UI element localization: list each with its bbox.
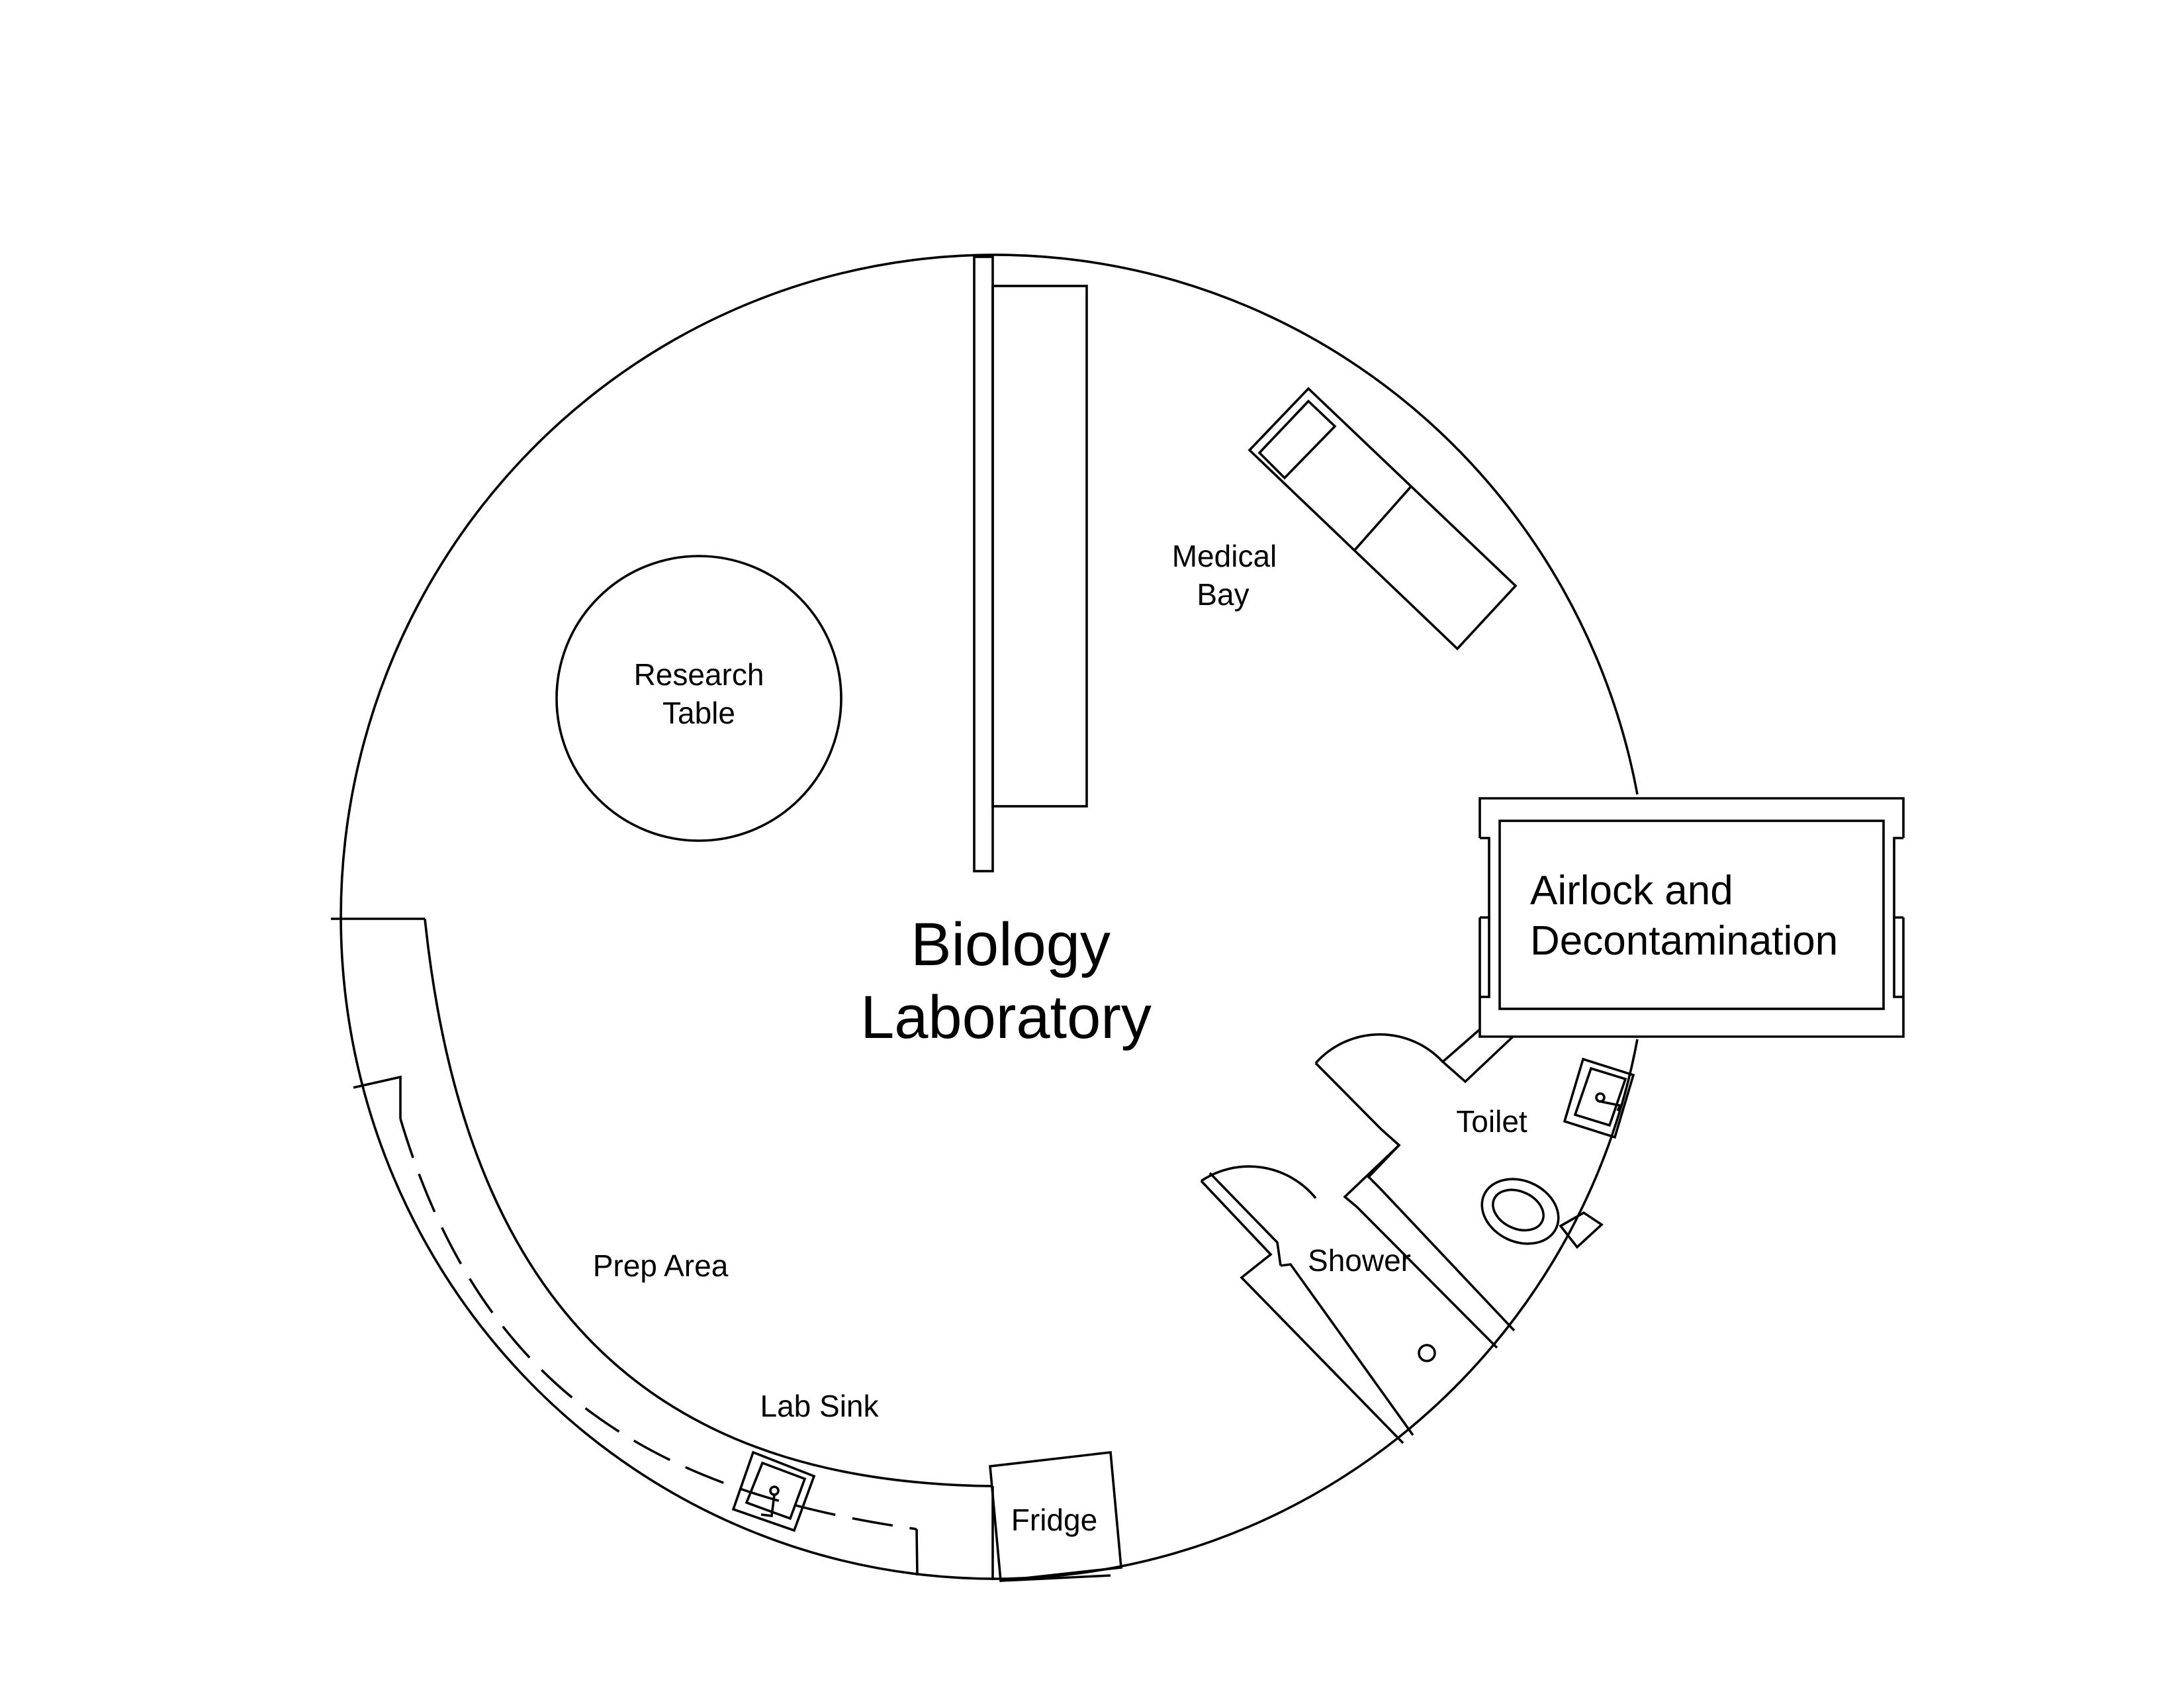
research-table-label: Table [662,696,735,730]
medical-bay-label: Bay [1197,577,1249,612]
fridge-label: Fridge [1011,1503,1097,1537]
toilet-sink-icon [1563,1057,1635,1139]
bathroom-walls [1200,1028,1516,1444]
lab-sink-label: Lab Sink [760,1389,879,1423]
outer-wall [340,254,1639,1580]
airlock-label: Airlock and [1530,868,1733,914]
biology-lab-label: Laboratory [860,984,1152,1051]
partition-wall [973,256,994,872]
lab-counter [991,285,1088,808]
toilet-icon [1480,1178,1604,1249]
medical-bed [1248,387,1518,651]
research-table-label: Research [634,657,764,692]
fridge-icon [989,1451,1122,1582]
shower-drain-icon [1418,1344,1436,1362]
biology-lab-label: Biology [911,911,1111,978]
research-table: Research Table [555,555,842,842]
lab-sink-icon [731,1450,816,1532]
airlock-label: Decontamination [1530,918,1838,964]
prep-area-label: Prep Area [593,1248,729,1283]
airlock-module [1479,797,1905,1038]
toilet-label: Toilet [1456,1104,1527,1139]
shower-label: Shower [1308,1243,1411,1278]
medical-bay-label: Medical [1172,539,1277,573]
